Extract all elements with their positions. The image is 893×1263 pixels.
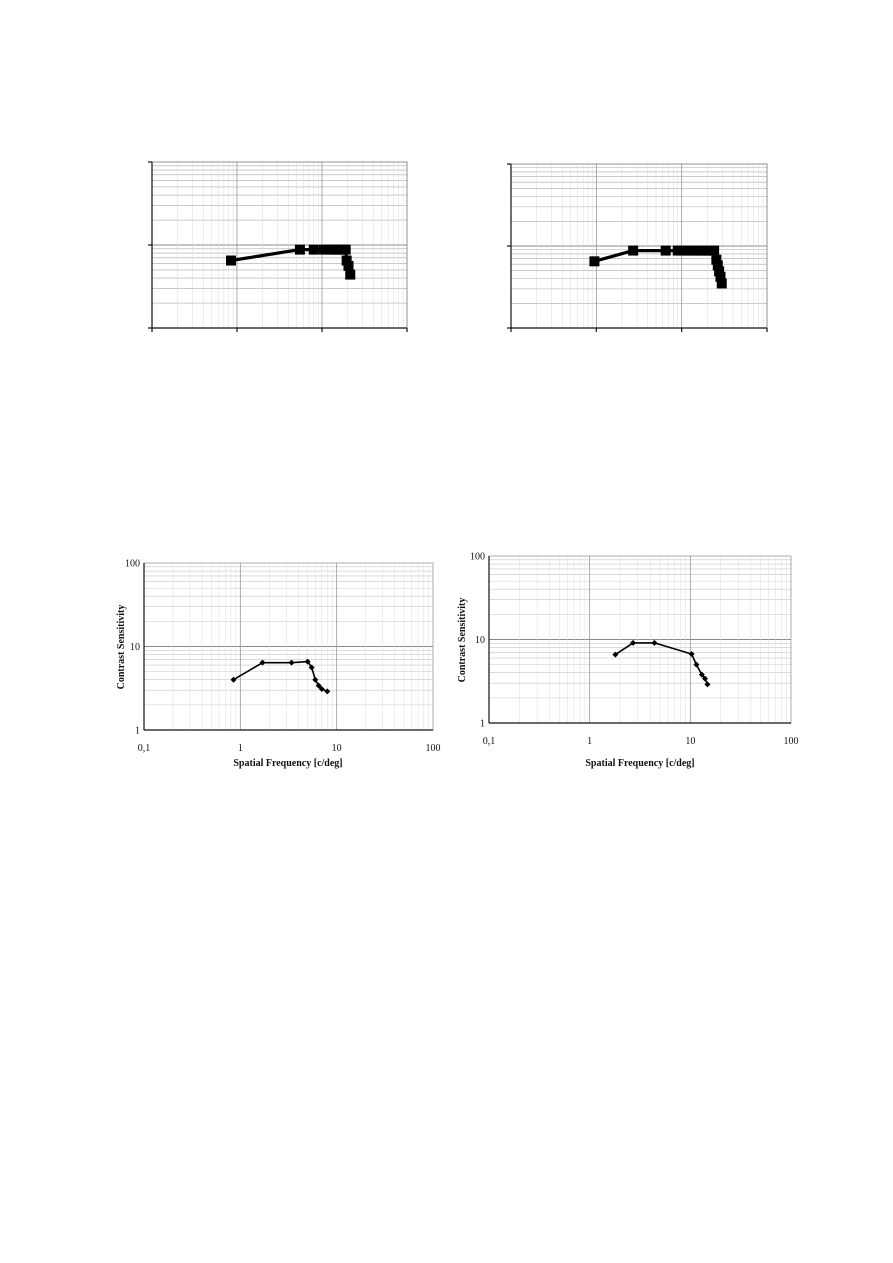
- data-point: [688, 651, 695, 658]
- data-point: [324, 688, 331, 695]
- data-point: [230, 676, 237, 683]
- data-point: [312, 676, 319, 683]
- chart-top-right: [507, 163, 768, 332]
- y-tick-label: 100: [125, 559, 140, 570]
- data-point: [226, 255, 237, 266]
- data-point: [712, 260, 723, 271]
- data-point: [612, 651, 619, 658]
- y-tick-label: 100: [470, 552, 485, 563]
- data-point: [716, 278, 727, 289]
- y-axis-title: Contrast Sensitivity: [457, 598, 468, 683]
- data-point: [702, 675, 709, 682]
- data-point: [294, 244, 305, 255]
- data-point: [589, 256, 600, 267]
- x-tick-label: 100: [784, 736, 799, 747]
- grid: [144, 563, 433, 730]
- x-tick-label: 1: [238, 743, 243, 754]
- x-tick-label: 10: [332, 743, 342, 754]
- data-point: [308, 664, 315, 671]
- data-point: [660, 245, 671, 256]
- grid: [511, 164, 767, 328]
- data-point: [715, 271, 726, 282]
- y-tick-label: 1: [135, 726, 140, 737]
- data-point: [698, 671, 705, 678]
- data-point: [340, 244, 351, 255]
- grid: [489, 556, 791, 723]
- x-tick-label: 0,1: [483, 736, 496, 747]
- chart-bottom-right: 1 10 100 0,1 1 10 100 Spatial Frequency [c/deg]…: [457, 552, 799, 770]
- data-point: [714, 266, 725, 277]
- data-point: [711, 254, 722, 265]
- grid: [152, 162, 407, 328]
- data-point: [704, 681, 711, 688]
- x-tick-label: 100: [426, 743, 441, 754]
- x-tick-label: 1: [587, 736, 592, 747]
- y-tick-label: 1: [480, 719, 485, 730]
- x-tick-label: 0,1: [138, 743, 151, 754]
- data-point: [345, 269, 356, 280]
- data-point: [651, 639, 658, 646]
- data-point: [308, 244, 319, 255]
- y-axis-title: Contrast Sensitivity: [116, 605, 127, 690]
- data-point: [325, 244, 336, 255]
- data-point: [343, 260, 354, 271]
- data-point: [288, 659, 295, 666]
- chart-bottom-left: 1 10 100 0,1 1 10 100 Spatial Frequency [c/deg]…: [116, 559, 441, 770]
- x-axis-title: Spatial Frequency [c/deg]: [233, 758, 342, 769]
- data-point: [318, 685, 325, 692]
- series-line: [614, 642, 709, 685]
- data-point: [318, 244, 329, 255]
- chart-top-left: [148, 161, 408, 332]
- data-point: [628, 245, 639, 256]
- data-point: [672, 245, 683, 256]
- x-tick-label: 10: [685, 736, 695, 747]
- y-tick-label: 10: [475, 635, 485, 646]
- data-point: [693, 661, 700, 668]
- x-axis-title: Spatial Frequency [c/deg]: [585, 758, 694, 769]
- y-tick-label: 10: [130, 642, 140, 653]
- data-point: [709, 245, 720, 256]
- data-point: [341, 255, 352, 266]
- data-point: [630, 639, 637, 646]
- data-point: [315, 682, 322, 689]
- data-point: [304, 658, 311, 665]
- data-point: [259, 659, 266, 666]
